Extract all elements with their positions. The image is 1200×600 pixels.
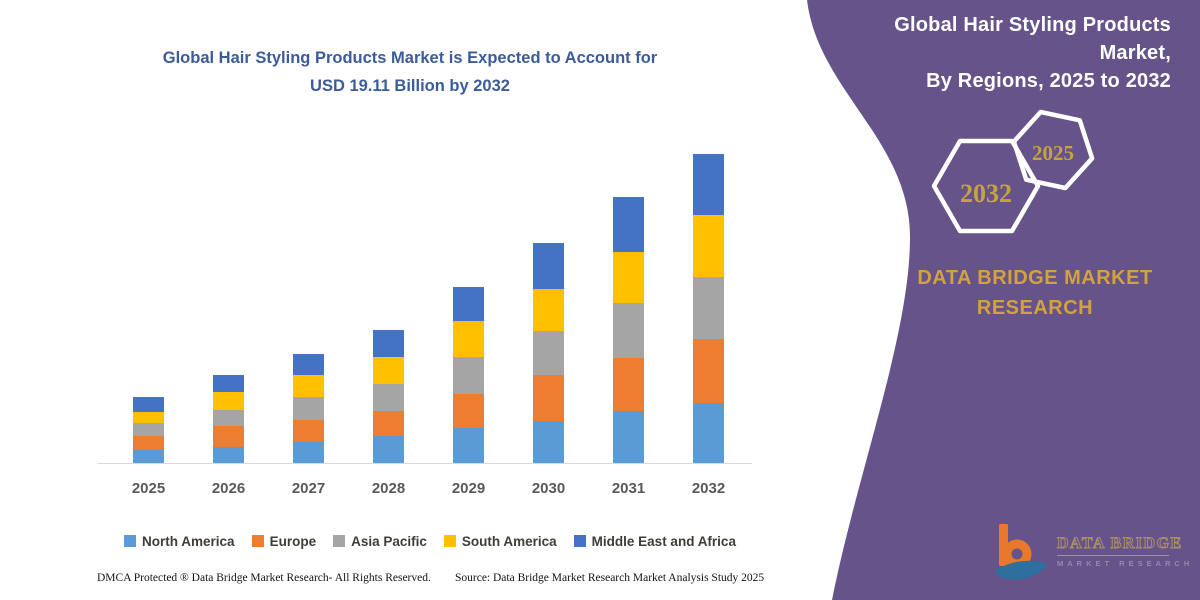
x-axis-label: 2026 [211,480,246,497]
legend-item: South America [443,533,557,549]
legend-swatch-icon [573,535,586,547]
bar-segment [613,410,644,463]
bar-segment [453,320,484,358]
bar-segment [693,153,724,216]
legend-swatch-icon [251,535,264,547]
legend-swatch-icon [443,535,456,547]
bar-segment [693,215,724,277]
bar-2030 [533,242,564,463]
bar-segment [293,441,324,463]
bar-2029 [453,286,484,463]
legend-item: Asia Pacific [333,534,427,549]
legend-swatch-icon [333,535,346,547]
bar-segment [213,410,244,426]
legend-label: Europe [269,533,317,549]
brand-name: DATA BRIDGE MARKET RESEARCH [905,263,1165,323]
x-axis-label: 2025 [131,480,166,497]
bar-segment [453,286,484,321]
bar-segment [133,396,164,412]
legend-item: North America [124,534,235,549]
bar-segment [373,436,404,463]
bar-segment [133,449,164,463]
x-axis-line [98,462,752,464]
bar-segment [453,428,484,463]
x-axis-label: 2031 [611,480,646,497]
bar-segment [293,420,324,442]
chart-title: Global Hair Styling Products Market is E… [60,44,760,100]
panel-background-shape [807,0,1200,600]
bar-segment [533,288,564,331]
footer-source: Source: Data Bridge Market Research Mark… [455,572,765,584]
footer-copyright: DMCA Protected ® Data Bridge Market Rese… [97,572,431,584]
hexagon-2025 [1011,109,1095,191]
bar-2028 [373,330,404,463]
bar-2025 [133,396,164,463]
region-panel: Global Hair Styling Products Market, By … [780,0,1200,600]
logo-divider [1057,554,1169,556]
bar-segment [373,384,404,411]
bar-segment [613,303,644,358]
chart-title-line1: Global Hair Styling Products Market is E… [162,49,658,67]
bar-segment [453,393,484,429]
bar-segment [613,252,644,304]
bar-segment [293,375,324,397]
bar-segment [693,276,724,339]
logo-mark-icon [994,524,1048,580]
bar-segment [533,330,564,376]
bar-segment [373,410,404,437]
brand-name-line1: DATA BRIDGE MARKET [917,267,1153,289]
x-axis-label: 2029 [451,480,486,497]
bar-segment [693,403,724,463]
panel-title: Global Hair Styling Products Market, By … [820,11,1171,95]
bar-segment [533,375,564,421]
legend-item: Europe [251,533,317,549]
logo-subtext: MARKET RESEARCH [1057,558,1194,568]
hexagon-2032: 2032 [931,138,1041,234]
brand-name-line2: RESEARCH [976,297,1094,319]
logo-wordmark: DATA BRIDGE [1056,534,1183,552]
bar-segment [133,435,164,450]
bar-segment [533,420,564,463]
bar-2032 [693,153,724,463]
legend-swatch-icon [124,535,137,547]
logo-text: DATA BRIDGE MARKET RESEARCH [1056,534,1194,568]
bar-segment [373,330,404,357]
bar-segment [213,391,244,411]
bar-segment [213,446,244,463]
legend-label: Middle East and Africa [591,533,736,549]
bar-segment [293,353,324,376]
x-axis-label: 2027 [291,480,326,497]
bar-segment [533,242,564,289]
bar-segment [133,423,164,436]
plot-area: 2025 2026 2027 2028 2029 2030 2031 2032 [98,134,752,497]
bar-2027 [293,353,324,463]
bar-2031 [613,197,644,463]
x-axis-label: 2028 [371,480,406,497]
legend-label: South America [461,533,557,549]
legend-item: Middle East and Africa [573,533,736,549]
bar-segment [133,411,164,424]
hexagon-graphic: 2032 2025 [931,109,1095,234]
bar-segment [213,375,244,392]
bar-segment [693,338,724,404]
hexagon-2032-label: 2032 [960,179,1012,208]
bar-segment [213,425,244,447]
panel-title-line1: Global Hair Styling Products Market, [894,14,1171,64]
bar-segment [453,357,484,394]
x-axis-label: 2032 [691,480,726,497]
x-axis-label: 2030 [531,480,566,497]
bar-segment [293,396,324,420]
panel-title-line2: By Regions, 2025 to 2032 [926,70,1171,92]
legend-label: North America [142,533,235,549]
dbmr-logo: DATA BRIDGE MARKET RESEARCH [993,522,1193,580]
bar-segment [373,356,404,385]
hexagon-2025-label: 2025 [1032,141,1074,165]
legend: North America Europe Asia Pacific South Ame… [70,531,790,551]
bar-segment [613,357,644,411]
chart-title-line2: USD 19.11 Billion by 2032 [310,77,510,95]
legend-label: Asia Pacific [351,533,427,549]
bar-segment [613,197,644,253]
bar-2026 [213,375,244,463]
